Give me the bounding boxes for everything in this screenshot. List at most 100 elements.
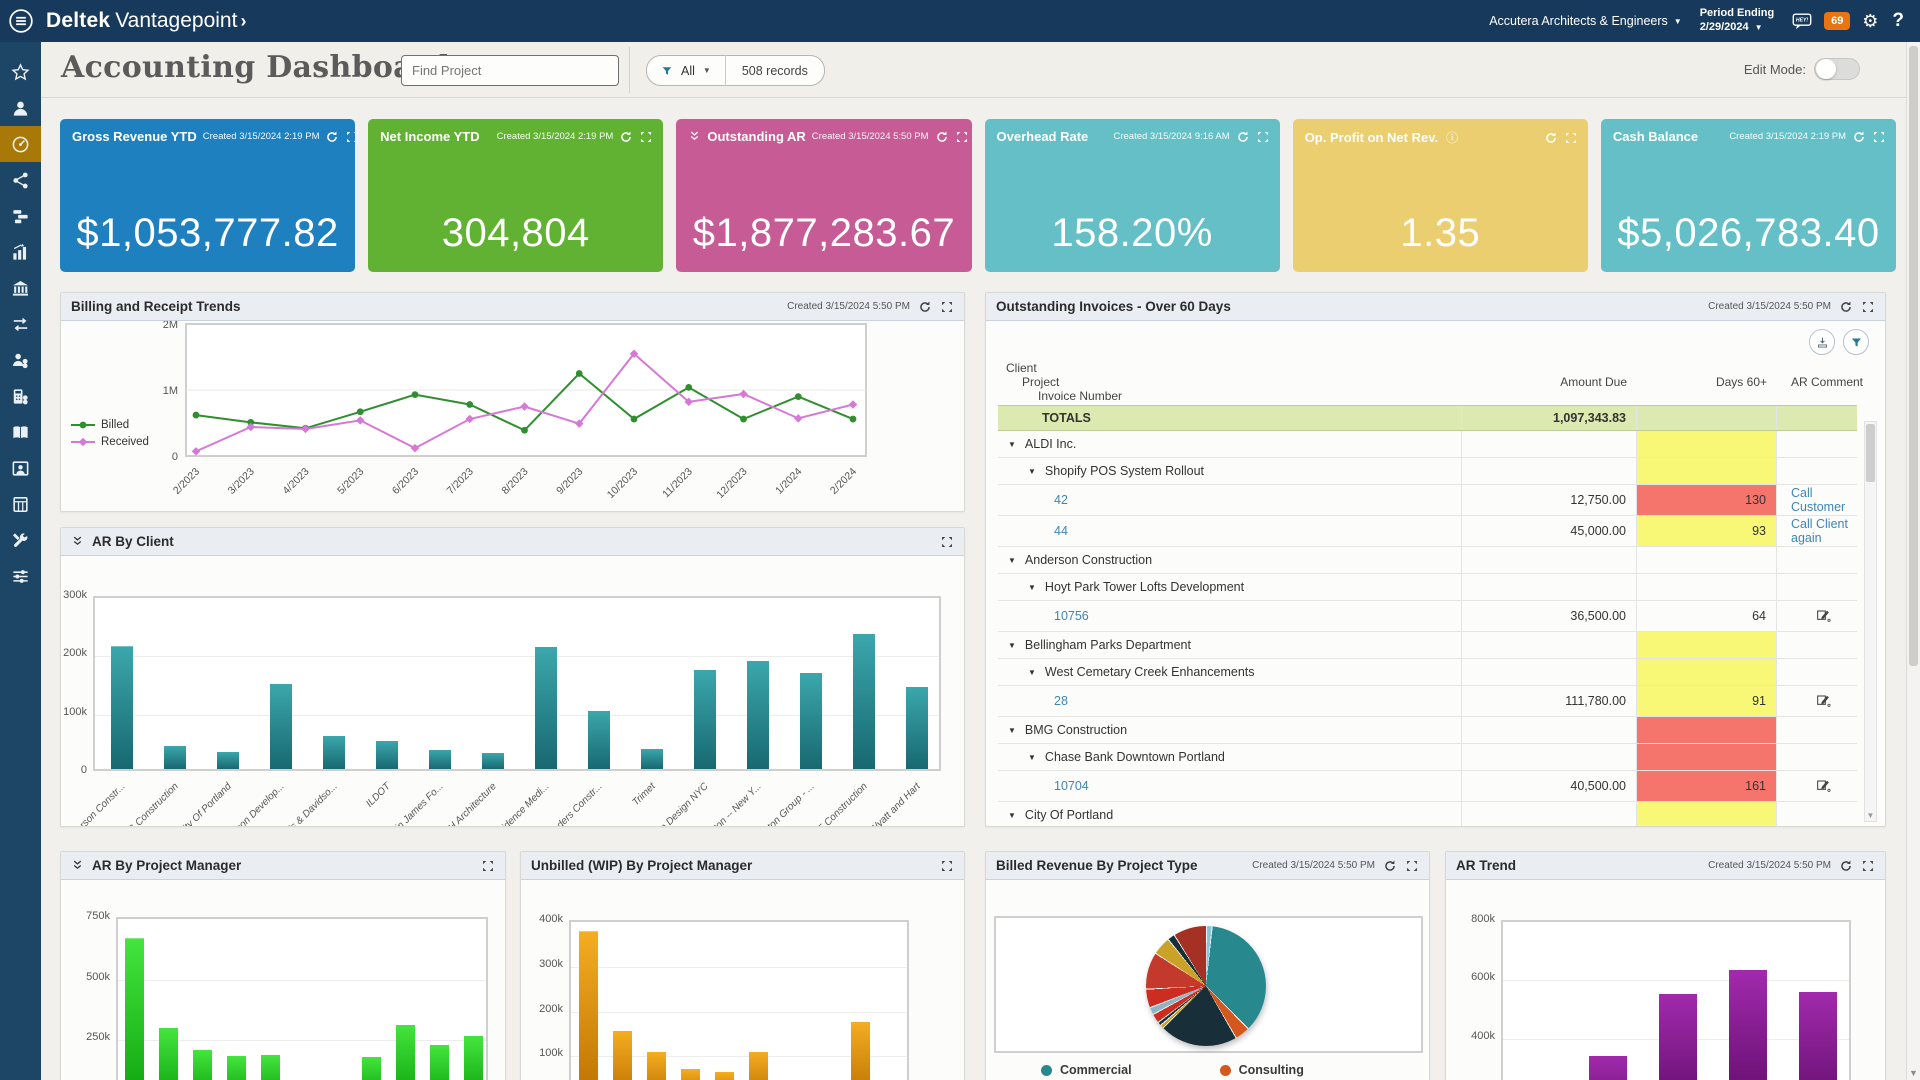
invoice-number-link[interactable]: 10704	[1054, 779, 1089, 793]
sidebar-item-sharing[interactable]	[0, 162, 41, 198]
edit-note-icon[interactable]	[1816, 693, 1832, 709]
hamburger-menu-icon[interactable]	[8, 8, 34, 34]
sidebar-item-billing[interactable]	[0, 342, 41, 378]
left-sidebar	[0, 42, 41, 1080]
help-icon[interactable]: ?	[1892, 10, 1904, 32]
expand-icon[interactable]	[1564, 131, 1578, 145]
expand-icon[interactable]	[1405, 859, 1419, 873]
kpi-title: Overhead Rate	[997, 129, 1089, 144]
col-header-ar-comment: AR Comment	[1791, 375, 1886, 389]
download-button[interactable]	[1809, 329, 1835, 355]
scrollbar-thumb[interactable]	[1909, 46, 1918, 666]
refresh-icon[interactable]	[1544, 131, 1558, 145]
sidebar-item-spreadsheets[interactable]	[0, 486, 41, 522]
expand-icon[interactable]	[345, 130, 355, 144]
legend-label: Consulting	[1239, 1063, 1304, 1077]
chat-hey-icon[interactable]: HEY!	[1790, 10, 1814, 32]
edit-note-icon[interactable]	[1816, 778, 1832, 794]
refresh-icon[interactable]	[1839, 300, 1853, 314]
sidebar-item-utilities[interactable]	[0, 522, 41, 558]
kpi-card-outstanding-ar[interactable]: Outstanding ARCreated 3/15/2024 5:50 PM$…	[676, 119, 971, 272]
sidebar-item-favorites[interactable]	[0, 54, 41, 90]
sidebar-item-dashboards[interactable]	[0, 126, 41, 162]
gantt-icon	[11, 207, 30, 226]
kpi-card-gross-revenue-ytd[interactable]: Gross Revenue YTDCreated 3/15/2024 2:19 …	[60, 119, 355, 272]
sidebar-item-settings[interactable]	[0, 558, 41, 594]
sidebar-item-hubs[interactable]	[0, 90, 41, 126]
kpi-card-op-profit-on-net-rev-[interactable]: Op. Profit on Net Rev.ⓘ1.35	[1293, 119, 1588, 272]
ar-comment-link[interactable]: Call Client again	[1791, 517, 1857, 545]
tree-collapse-caret[interactable]: ▼	[1008, 440, 1016, 449]
tree-collapse-caret[interactable]: ▼	[1008, 556, 1016, 565]
tree-collapse-caret[interactable]: ▼	[1028, 583, 1036, 592]
sidebar-item-expenses[interactable]	[0, 378, 41, 414]
bar	[217, 752, 239, 770]
sidebar-item-ledger[interactable]	[0, 414, 41, 450]
sidebar-item-resource-planning[interactable]	[0, 198, 41, 234]
invoice-number-link[interactable]: 28	[1054, 694, 1068, 708]
refresh-icon[interactable]	[325, 130, 339, 144]
gear-icon[interactable]: ⚙	[1862, 11, 1878, 32]
refresh-icon[interactable]	[935, 130, 949, 144]
legend-item[interactable]: Commercial	[1041, 1063, 1132, 1077]
kpi-card-net-income-ytd[interactable]: Net Income YTDCreated 3/15/2024 2:19 PM3…	[368, 119, 663, 272]
notification-badge[interactable]: 69	[1824, 12, 1850, 30]
expand-icon[interactable]	[940, 300, 954, 314]
filter-button[interactable]	[1843, 329, 1869, 355]
tree-collapse-caret[interactable]: ▼	[1028, 467, 1036, 476]
scroll-down-icon[interactable]: ▼	[1907, 1068, 1920, 1078]
scroll-down-icon[interactable]: ▼	[1865, 811, 1876, 820]
tree-collapse-caret[interactable]: ▼	[1028, 668, 1036, 677]
page-scrollbar[interactable]: ▼	[1906, 42, 1920, 1080]
edit-mode-toggle[interactable]	[1814, 58, 1860, 80]
legend-item[interactable]: Received	[71, 436, 149, 448]
company-selector[interactable]: Accutera Architects & Engineers ▼	[1489, 14, 1681, 28]
collapse-icon[interactable]	[71, 535, 84, 548]
sidebar-item-accounting[interactable]	[0, 270, 41, 306]
expand-icon[interactable]	[940, 535, 954, 549]
expand-icon[interactable]	[1872, 130, 1886, 144]
legend-item[interactable]: Billed	[71, 419, 149, 431]
expand-icon[interactable]	[481, 859, 495, 873]
find-project-input[interactable]	[401, 55, 619, 86]
sidebar-item-transactions[interactable]	[0, 306, 41, 342]
tree-collapse-caret[interactable]: ▼	[1008, 811, 1016, 820]
period-selector[interactable]: Period Ending 2/29/2024▼	[1700, 7, 1775, 35]
panel-title: Unbilled (WIP) By Project Manager	[531, 858, 752, 873]
refresh-icon[interactable]	[1839, 859, 1853, 873]
edit-note-icon[interactable]	[1816, 608, 1832, 624]
kpi-card-overhead-rate[interactable]: Overhead RateCreated 3/15/2024 9:16 AM15…	[985, 119, 1280, 272]
collapse-icon[interactable]	[71, 859, 84, 872]
days-60-value: 161	[1745, 779, 1766, 793]
legend-item[interactable]: Consulting	[1220, 1063, 1374, 1077]
tree-collapse-caret[interactable]: ▼	[1008, 641, 1016, 650]
sidebar-item-human-resources[interactable]	[0, 450, 41, 486]
collapse-icon[interactable]	[688, 130, 701, 143]
expand-icon[interactable]	[1861, 859, 1875, 873]
invoice-number-link[interactable]: 10756	[1054, 609, 1089, 623]
refresh-icon[interactable]	[1852, 130, 1866, 144]
expand-icon[interactable]	[955, 130, 969, 144]
info-icon[interactable]: ⓘ	[1446, 129, 1458, 146]
refresh-icon[interactable]	[1383, 859, 1397, 873]
expand-icon[interactable]	[1256, 130, 1270, 144]
bar	[1659, 994, 1697, 1080]
invoice-number-link[interactable]: 42	[1054, 493, 1068, 507]
kpi-card-cash-balance[interactable]: Cash BalanceCreated 3/15/2024 2:19 PM$5,…	[1601, 119, 1896, 272]
brand-logo[interactable]: Deltek Vantagepoint ›	[46, 9, 246, 33]
refresh-icon[interactable]	[1236, 130, 1250, 144]
invoice-number-link[interactable]: 44	[1054, 524, 1068, 538]
chart-legend: Billed Received	[71, 419, 149, 448]
filter-dropdown[interactable]: All ▼	[647, 64, 725, 78]
sidebar-item-reporting[interactable]	[0, 234, 41, 270]
bar-chart-plot	[569, 920, 909, 1080]
tree-collapse-caret[interactable]: ▼	[1008, 726, 1016, 735]
tree-collapse-caret[interactable]: ▼	[1028, 753, 1036, 762]
expand-icon[interactable]	[639, 130, 653, 144]
refresh-icon[interactable]	[619, 130, 633, 144]
refresh-icon[interactable]	[918, 300, 932, 314]
expand-icon[interactable]	[1861, 300, 1875, 314]
expand-icon[interactable]	[940, 859, 954, 873]
table-scrollbar[interactable]: ▼	[1864, 421, 1877, 822]
ar-comment-link[interactable]: Call Customer	[1791, 486, 1857, 514]
